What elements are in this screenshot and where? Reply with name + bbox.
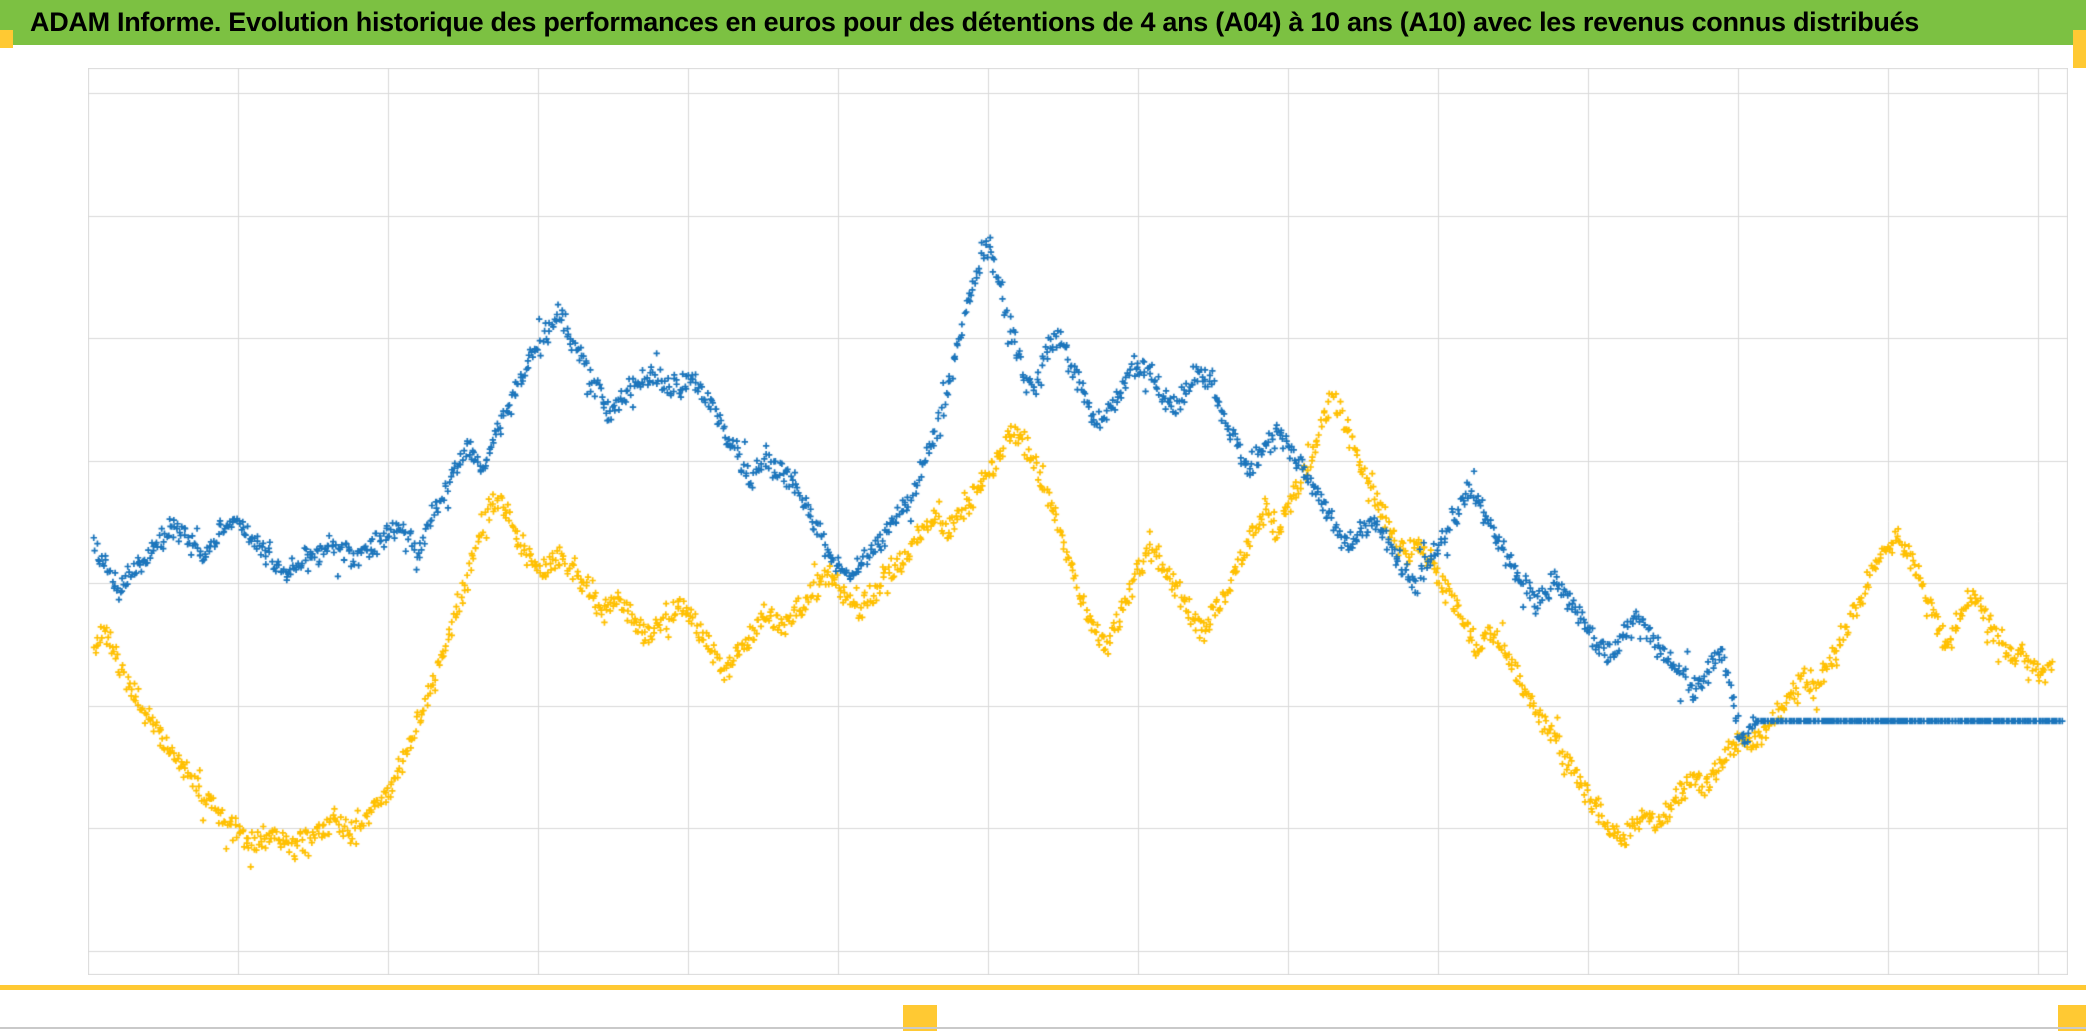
bottom-divider-line (0, 1027, 2086, 1029)
chart-title-bar: ADAM Informe. Evolution historique des p… (0, 0, 2086, 45)
frame-accent-bottom-right (2058, 1005, 2086, 1031)
frame-accent-top-left (0, 30, 13, 48)
frame-accent-bottom-line (0, 985, 2086, 990)
frame-accent-bottom-center (903, 1005, 937, 1031)
scatter-canvas (88, 68, 2068, 975)
chart-title: ADAM Informe. Evolution historique des p… (30, 7, 1920, 37)
scatter-plot-area (88, 68, 2068, 975)
frame-accent-top-right (2073, 30, 2086, 68)
